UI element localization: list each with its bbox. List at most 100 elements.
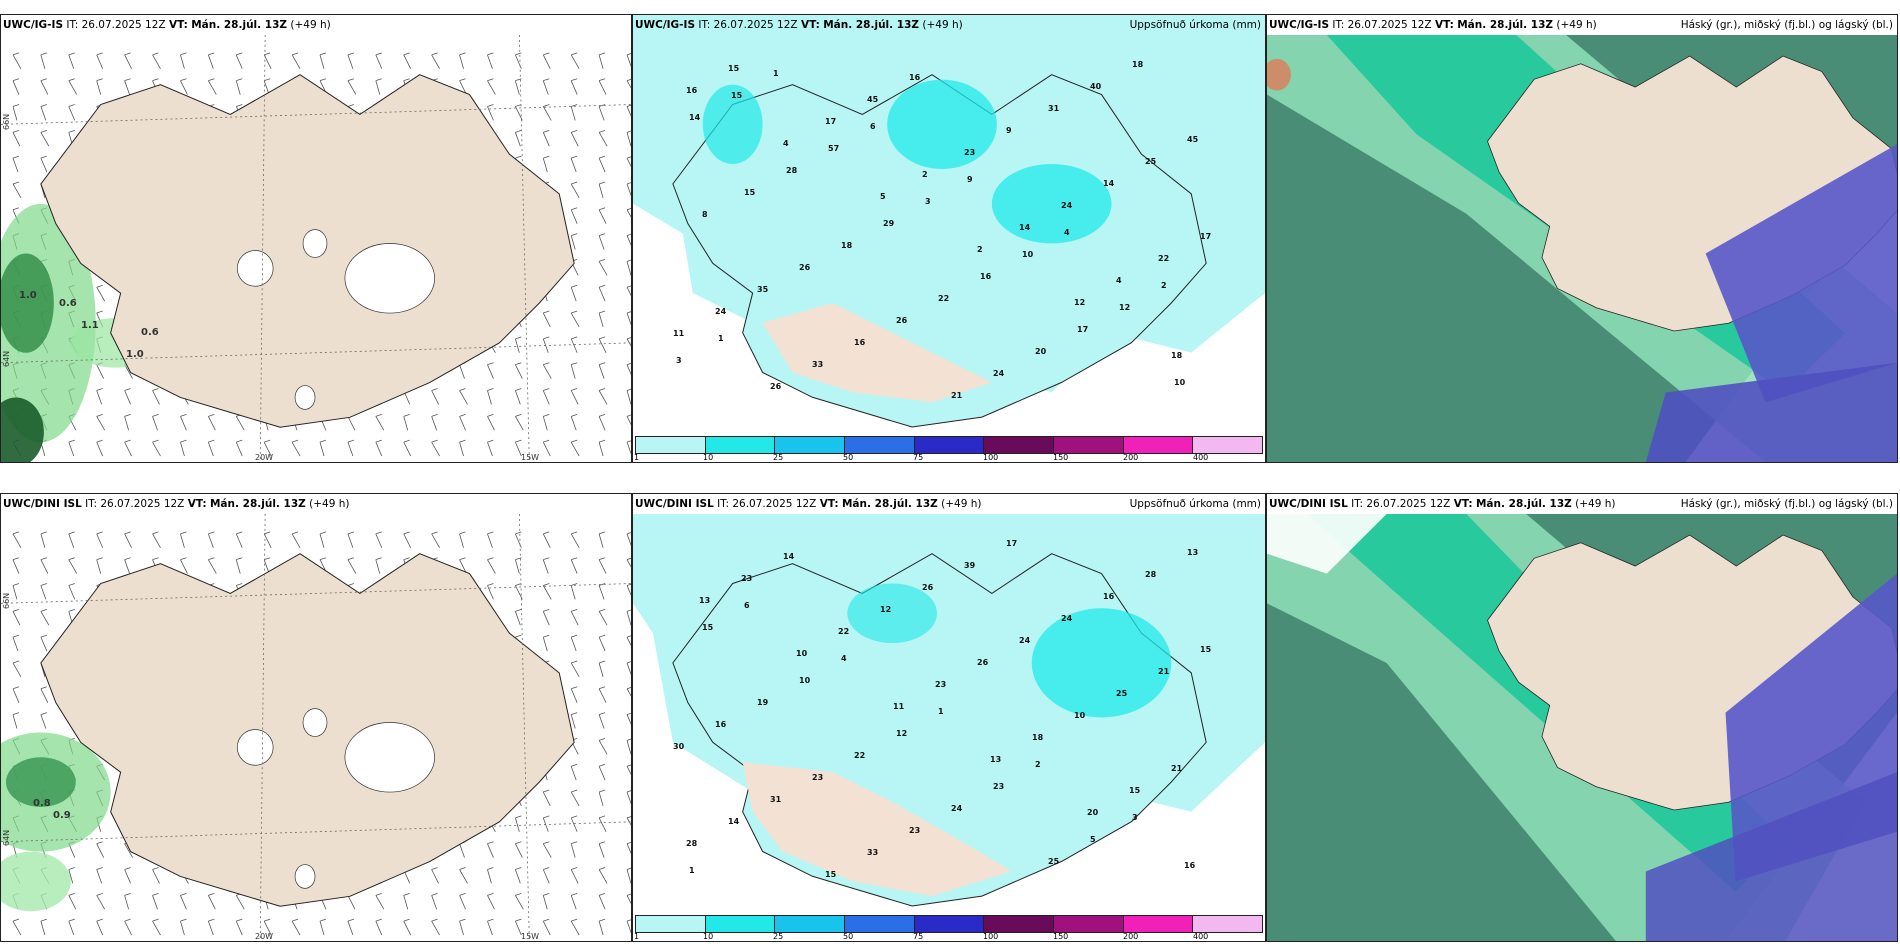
wind-barb bbox=[124, 918, 132, 936]
wind-barb bbox=[542, 104, 552, 121]
precip-value: 39 bbox=[964, 561, 976, 570]
wind-barb bbox=[514, 336, 522, 353]
wind-barb bbox=[40, 557, 49, 574]
precip-value: 24 bbox=[951, 804, 963, 813]
precip-value: 16 bbox=[1103, 592, 1115, 601]
wind-barb bbox=[487, 583, 494, 600]
precip-value: 15 bbox=[728, 64, 740, 73]
wind-map[interactable] bbox=[1, 35, 631, 462]
wind-barb bbox=[514, 815, 522, 832]
precip-value: 22 bbox=[938, 294, 950, 303]
precip-map[interactable] bbox=[633, 514, 1265, 911]
precip-value: 10 bbox=[799, 676, 811, 685]
wind-barb bbox=[12, 531, 22, 548]
colorbar-cell bbox=[705, 437, 776, 453]
wind-barb bbox=[180, 439, 187, 457]
colorbar-cell bbox=[1054, 916, 1124, 932]
precip-value: 40 bbox=[1090, 82, 1102, 91]
wind-barb bbox=[570, 789, 580, 807]
dry-land-area bbox=[762, 302, 992, 403]
precip-shade-medium bbox=[1031, 608, 1172, 718]
precip-value: 23 bbox=[741, 574, 753, 583]
wind-barb bbox=[207, 439, 215, 457]
wind-barb bbox=[487, 413, 495, 431]
precip-panel-top: UWC/IG-IS IT: 26.07.2025 12Z VT: Mán. 28… bbox=[632, 14, 1266, 463]
wind-barb bbox=[12, 155, 20, 173]
wind-barb bbox=[124, 531, 132, 548]
wind-map[interactable] bbox=[1, 514, 631, 941]
colorbar-tick: 75 bbox=[913, 453, 924, 462]
wind-barb bbox=[347, 918, 355, 936]
wind-barb bbox=[403, 531, 412, 548]
wind-barb bbox=[626, 53, 631, 68]
wind-barb bbox=[96, 284, 106, 302]
precip-value: 15 bbox=[702, 623, 714, 632]
wind-barb bbox=[68, 52, 75, 69]
wind-barb bbox=[570, 155, 578, 173]
valid-time-label: VT: bbox=[1453, 498, 1473, 510]
wind-barb bbox=[542, 362, 552, 379]
wind-barb bbox=[431, 439, 440, 457]
precip-value: 2 bbox=[977, 245, 983, 254]
precip-map-svg bbox=[633, 35, 1265, 432]
wind-barb bbox=[375, 413, 385, 431]
colorbar-cell bbox=[1123, 437, 1194, 453]
wind-barb bbox=[487, 867, 494, 884]
colorbar-tick: 10 bbox=[703, 453, 714, 462]
colorbar-tick: 200 bbox=[1123, 453, 1139, 462]
precip-value: 30 bbox=[673, 742, 685, 751]
precip-value: 23 bbox=[909, 826, 921, 835]
wind-barb bbox=[96, 557, 103, 574]
wind-barb bbox=[291, 531, 301, 548]
colorbar-cell bbox=[1123, 916, 1194, 932]
init-time: IT: 26.07.2025 12Z bbox=[717, 498, 817, 510]
wind-barb bbox=[542, 388, 550, 405]
precip-map[interactable] bbox=[633, 35, 1265, 432]
wind-barb bbox=[598, 181, 606, 198]
init-time: IT: 26.07.2025 12Z bbox=[66, 19, 166, 31]
wind-barb bbox=[152, 892, 159, 910]
wind-barb bbox=[515, 892, 524, 910]
gridline-lat66 bbox=[1, 104, 631, 125]
wind-barb bbox=[12, 712, 20, 729]
wind-barb bbox=[263, 918, 272, 936]
wind-barb bbox=[542, 78, 550, 95]
precip-value: 22 bbox=[854, 751, 866, 760]
cloud-map[interactable] bbox=[1267, 35, 1897, 462]
colorbar-tick: 10 bbox=[703, 932, 714, 941]
precip-value: 2 bbox=[922, 170, 928, 179]
precip-value: 10 bbox=[1074, 711, 1086, 720]
cloud-clear-area bbox=[1267, 514, 1387, 574]
wind-barb bbox=[626, 764, 631, 776]
glacier-myrdalsjokull bbox=[294, 864, 316, 889]
wind-barb bbox=[403, 892, 410, 910]
wind-barb bbox=[570, 557, 578, 574]
wind-barb bbox=[598, 336, 607, 353]
model-name: UWC/DINI ISL bbox=[3, 498, 82, 510]
wind-barb bbox=[152, 867, 160, 884]
panel-header: UWC/DINI ISL IT: 26.07.2025 12Z VT: Mán.… bbox=[3, 498, 350, 510]
wind-barb bbox=[40, 918, 47, 936]
precip-value: 26 bbox=[977, 658, 989, 667]
wind-barb bbox=[40, 712, 47, 729]
wind-barb bbox=[598, 155, 606, 173]
precip-value: 3 bbox=[1132, 813, 1138, 822]
wind-barb bbox=[207, 918, 215, 936]
colorbar-cell bbox=[636, 437, 706, 453]
wind-barb bbox=[319, 439, 327, 457]
precip-value: 1 bbox=[773, 69, 779, 78]
glacier-myrdalsjokull bbox=[294, 385, 316, 410]
valid-time: Mán. 28.júl. 13Z bbox=[823, 19, 920, 31]
precip-value: 33 bbox=[867, 848, 879, 857]
valid-time-label: VT: bbox=[1434, 19, 1454, 31]
precip-value: 17 bbox=[825, 117, 837, 126]
cloud-map[interactable] bbox=[1267, 514, 1897, 941]
wind-barb bbox=[626, 259, 631, 276]
wind-barb bbox=[124, 388, 131, 405]
precip-value: 10 bbox=[1174, 378, 1186, 387]
wind-barb bbox=[96, 413, 106, 431]
wind-barb bbox=[626, 687, 631, 697]
wind-barb bbox=[459, 413, 466, 431]
precip-value: 24 bbox=[715, 307, 727, 316]
wind-barb bbox=[598, 789, 606, 807]
